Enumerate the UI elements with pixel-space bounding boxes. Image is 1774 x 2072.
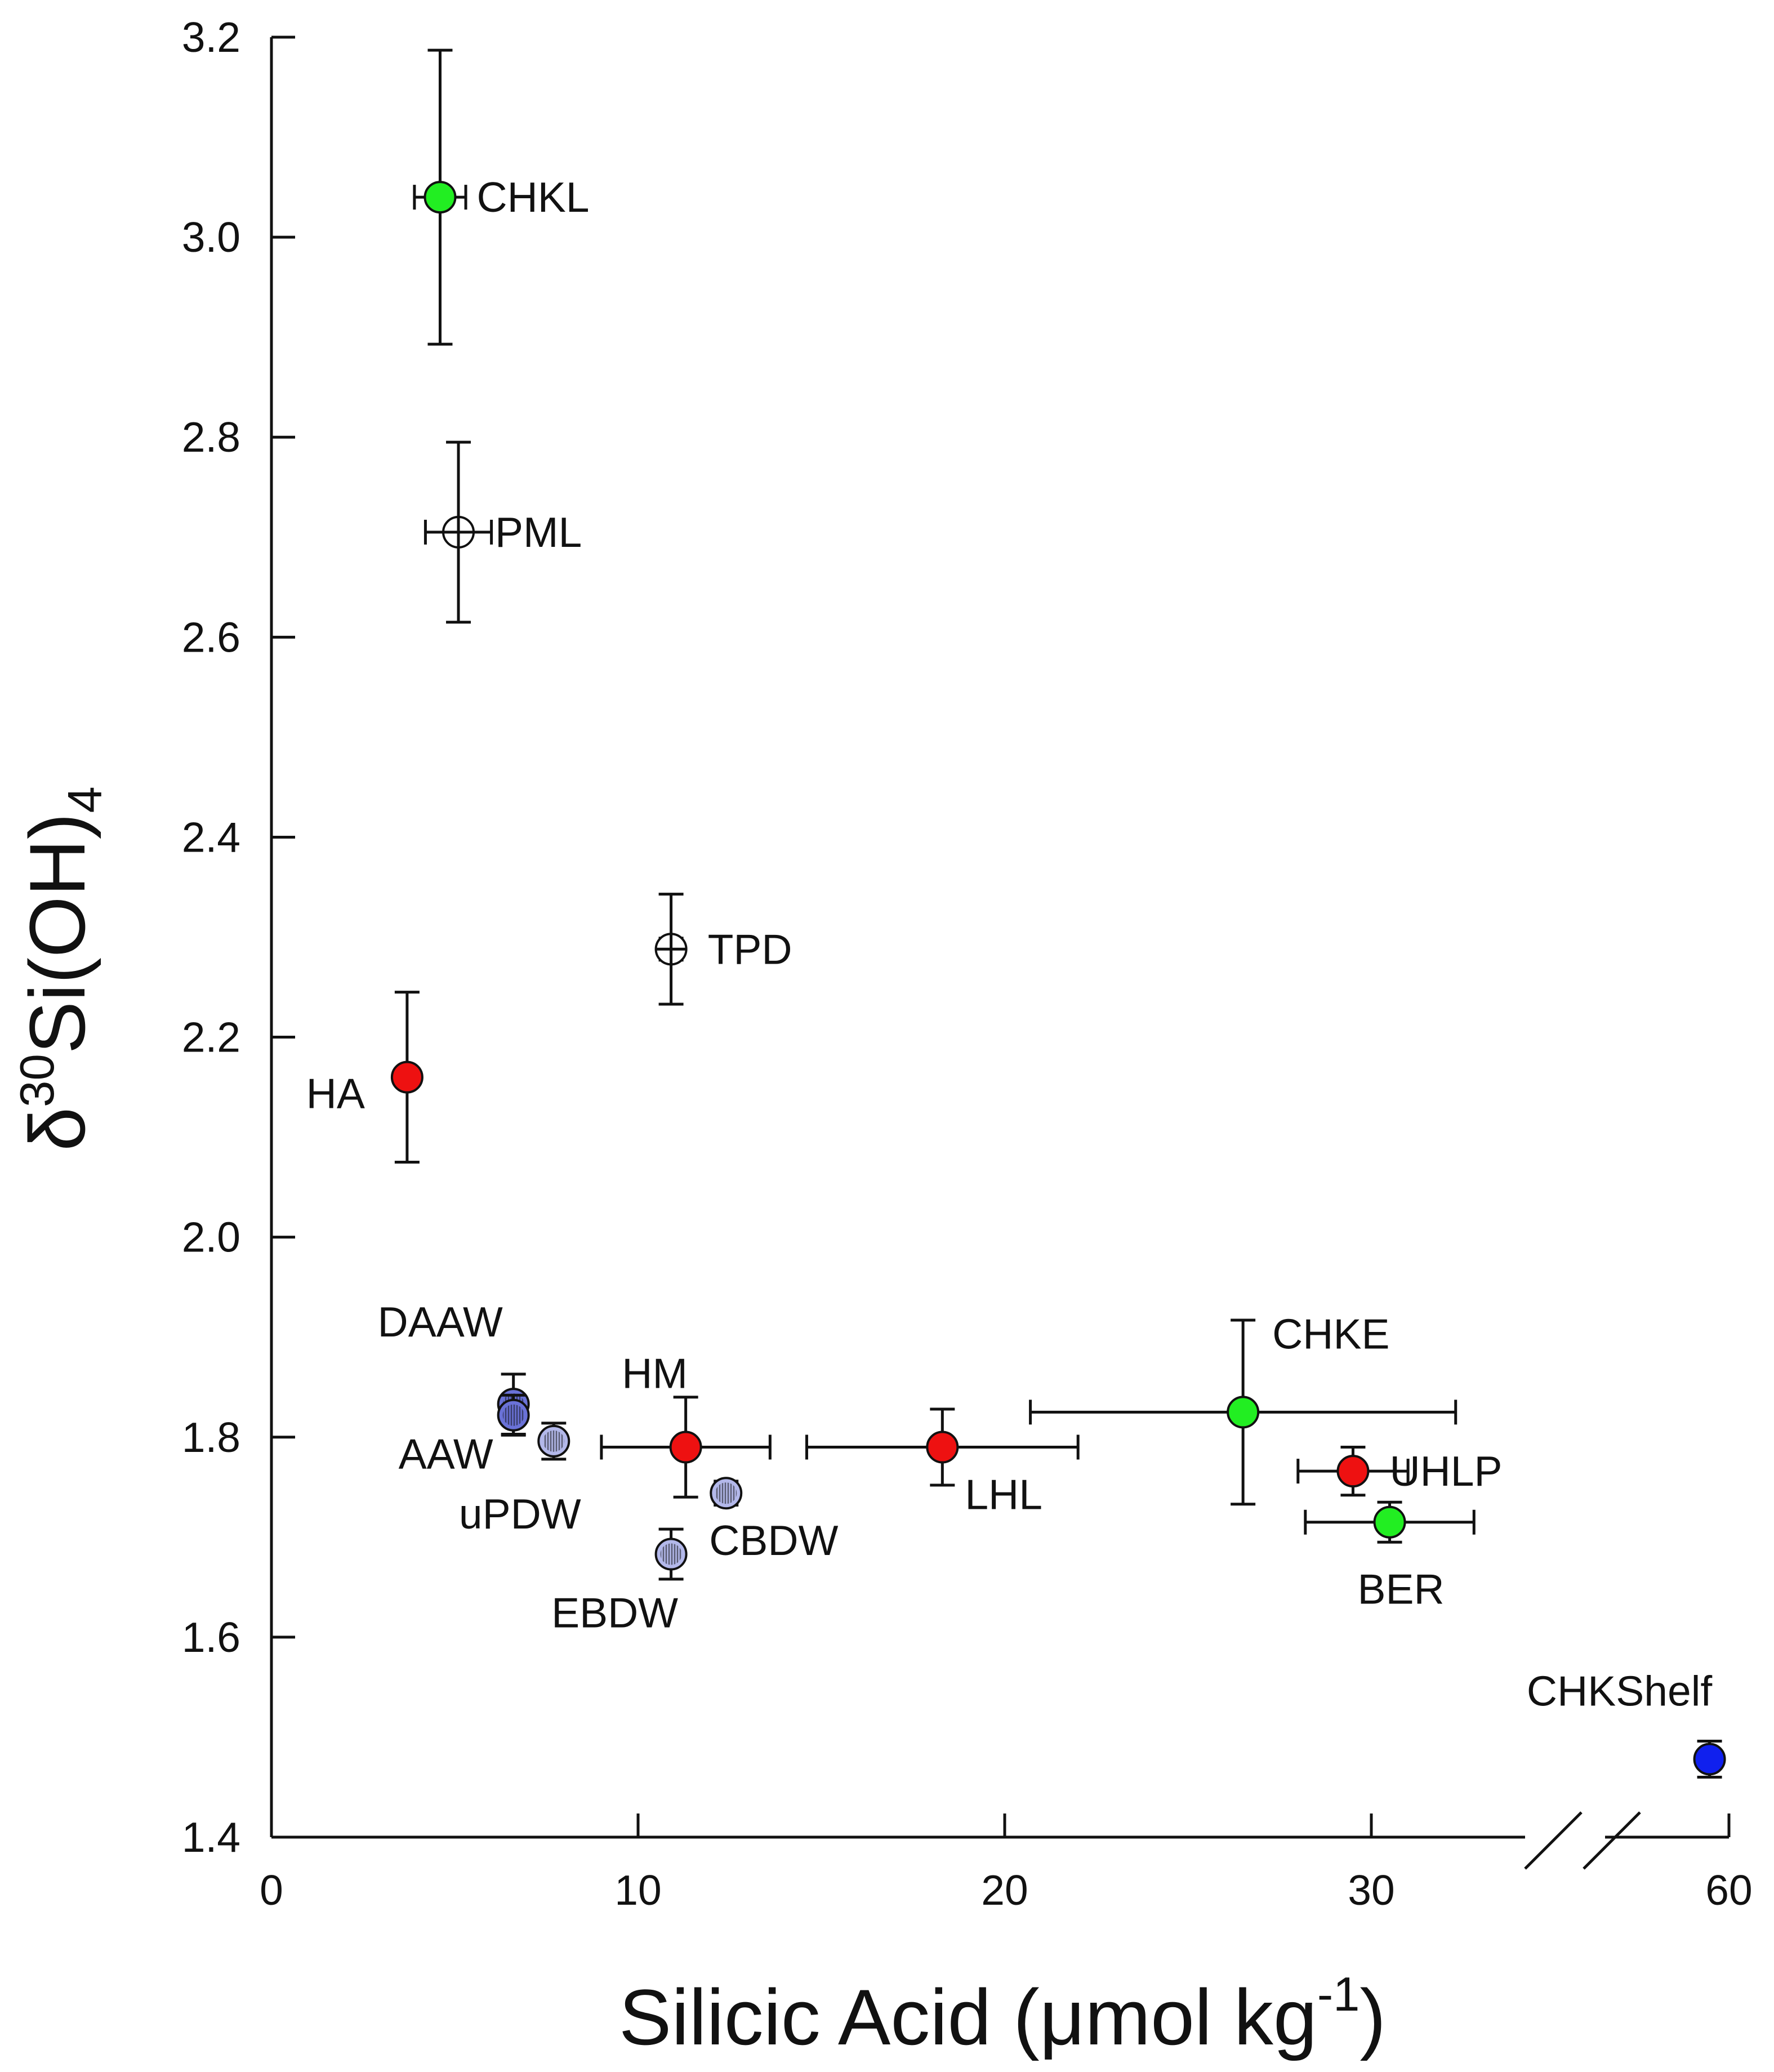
axis-break-mark [1583,1811,1641,1870]
y-tick-label-2-8: 2.8 [182,413,240,461]
point-label-lhl: LHL [965,1471,1042,1518]
y-tick-label-1-6: 1.6 [182,1614,240,1661]
marker [390,1060,424,1094]
data-point-cbdw [710,1477,743,1510]
x-tick-label-20: 20 [981,1866,1028,1914]
point-label-daaw: DAAW [378,1298,503,1345]
y-tick-label-2-0: 2.0 [182,1214,240,1261]
x-tick-label-30: 30 [1348,1866,1394,1914]
y-tick-label-2-4: 2.4 [182,813,240,861]
point-label-uhlp: UHLP [1389,1447,1502,1495]
data-point-hm [600,1396,772,1499]
x-tick-label-60: 60 [1705,1866,1752,1914]
marker [1227,1396,1260,1429]
y-tick-label-1-8: 1.8 [182,1414,240,1461]
point-label-chkl: CHKL [476,173,589,221]
data-point-uhlp [1296,1446,1410,1497]
data-point-chkl [413,48,467,346]
data-point-aaw [497,1393,530,1437]
marker [1336,1455,1370,1488]
point-label-chke: CHKE [1272,1310,1389,1357]
point-label-tpd: TPD [708,925,792,973]
axis-break-mark [1524,1811,1583,1870]
point-label-chkshelf: CHKShelf [1527,1668,1712,1715]
axes [270,35,1731,1870]
data-point-lhl [805,1407,1080,1487]
data-point-updw [537,1422,570,1461]
point-label-pml: PML [495,509,582,556]
point-label-ebdw: EBDW [551,1589,678,1637]
point-labels: CHKL PML TPD HA DAAW AAW uPDW HM CBDW EBDW LHL CHKE… [306,173,1713,1714]
marker-hatch [660,1543,682,1565]
marker-hatch [502,1404,524,1426]
marker [926,1431,959,1464]
point-label-aaw: AAW [399,1431,493,1478]
x-tick-label-0: 0 [260,1866,283,1914]
marker-hatch [543,1430,565,1452]
marker-hatch [715,1482,737,1504]
point-label-updw: uPDW [459,1490,581,1538]
y-tick-label-2-6: 2.6 [182,613,240,661]
point-label-hm: HM [622,1350,688,1397]
point-label-ber: BER [1357,1566,1444,1613]
x-axis-title: Silicic Acid (μmol kg-1) [619,1968,1386,2061]
marker [669,1431,702,1464]
marker [1693,1743,1726,1776]
data-point-pml [424,440,493,624]
y-tick-label-3-2: 3.2 [182,14,240,61]
y-tick-label-2-2: 2.2 [182,1014,240,1061]
tick-labels: 1.4 1.6 1.8 2.0 2.2 2.4 2.6 2.8 3.0 3.2 0 10 20 30 60 [182,14,1753,1914]
y-tick-label-3-0: 3.0 [182,213,240,261]
marker [424,181,457,214]
point-label-ha: HA [306,1070,365,1117]
marker [1373,1505,1406,1539]
point-label-cbdw: CBDW [709,1517,838,1564]
data-point-ebdw [654,1527,688,1581]
data-point-ha [390,991,424,1164]
data-point-tpd [654,893,688,1006]
x-tick-label-10: 10 [614,1866,661,1914]
y-axis-title: δ30Si(OH)4 [11,786,112,1151]
data-point-ber [1304,1500,1476,1544]
data-point-chkshelf [1693,1740,1726,1779]
data-points [390,48,1726,1779]
y-tick-label-1-4: 1.4 [182,1813,240,1861]
data-point-chke [1029,1318,1457,1506]
